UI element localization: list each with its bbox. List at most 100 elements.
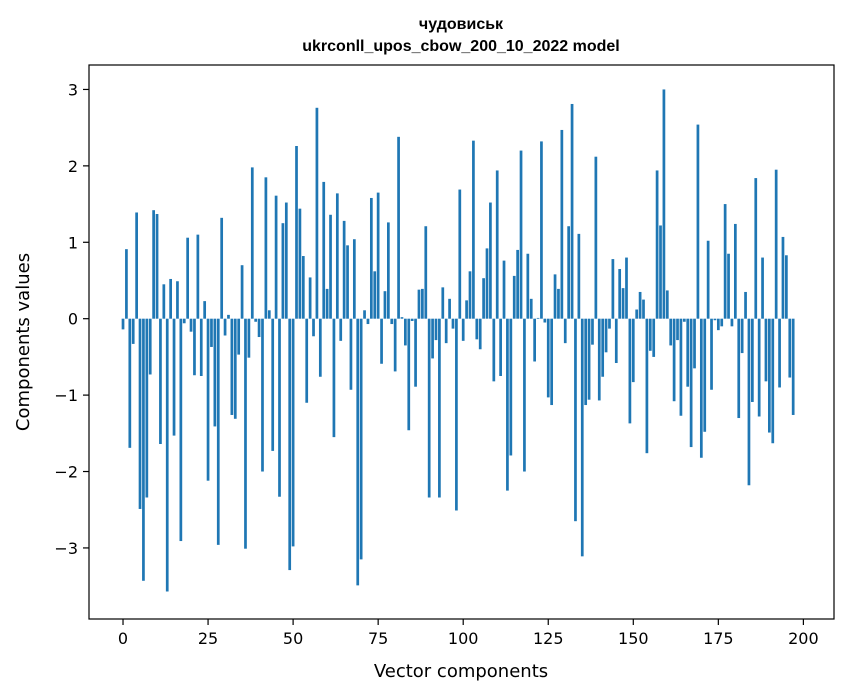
- bar-115: [512, 275, 516, 319]
- bar-10: [155, 214, 159, 319]
- bar-5: [138, 318, 142, 509]
- bar-19: [186, 237, 190, 319]
- bar-171: [703, 318, 707, 432]
- bar-68: [352, 239, 356, 319]
- bar-177: [723, 204, 727, 319]
- bar-130: [563, 318, 567, 344]
- bar-103: [472, 140, 475, 319]
- bar-4: [135, 212, 138, 319]
- bar-8: [148, 318, 152, 375]
- bar-175: [716, 318, 720, 331]
- bar-88: [421, 288, 424, 319]
- bar-111: [499, 318, 502, 376]
- bar-128: [557, 288, 560, 319]
- bar-155: [648, 318, 652, 351]
- bar-29: [220, 217, 224, 319]
- bar-77: [383, 291, 387, 319]
- bar-157: [655, 170, 659, 319]
- bar-101: [465, 300, 468, 319]
- bar-185: [751, 318, 754, 402]
- bar-109: [492, 318, 496, 382]
- x-tick-label: 100: [448, 629, 479, 648]
- y-tick-label: −3: [54, 539, 78, 558]
- bar-126: [550, 318, 554, 406]
- bar-66: [346, 245, 349, 319]
- bar-112: [502, 260, 506, 319]
- bar-93: [438, 318, 441, 498]
- bar-98: [455, 318, 458, 511]
- bar-58: [318, 318, 322, 377]
- bar-79: [390, 318, 394, 325]
- bar-32: [230, 318, 234, 415]
- bar-194: [781, 236, 785, 319]
- x-tick-label: 150: [618, 629, 649, 648]
- bar-31: [227, 314, 230, 319]
- bar-16: [176, 281, 179, 319]
- x-axis-ticks: 0 25 50 75 100 125 150 175 200: [118, 619, 819, 648]
- bar-127: [553, 274, 557, 319]
- bar-178: [727, 253, 730, 319]
- bar-113: [506, 318, 509, 491]
- bar-2: [128, 318, 132, 448]
- bar-59: [322, 181, 326, 319]
- bar-189: [764, 318, 768, 382]
- bar-179: [730, 318, 734, 327]
- bar-23: [199, 318, 203, 376]
- bar-38: [250, 167, 254, 319]
- bar-140: [597, 318, 601, 401]
- bar-139: [594, 156, 598, 319]
- bar-169: [696, 124, 700, 319]
- bar-37: [247, 318, 251, 358]
- bar-166: [686, 318, 690, 387]
- bar-120: [529, 298, 533, 319]
- bar-11: [159, 318, 162, 445]
- chart-title-line1: чудовиськ: [419, 16, 504, 33]
- bar-156: [652, 318, 656, 357]
- bar-145: [614, 318, 618, 364]
- bar-187: [757, 318, 761, 417]
- bar-86: [414, 318, 417, 387]
- y-axis-label: Components values: [13, 253, 34, 431]
- bar-85: [410, 318, 414, 321]
- bar-147: [621, 288, 625, 319]
- bar-116: [516, 249, 519, 319]
- bar-64: [339, 318, 343, 341]
- bar-62: [332, 318, 336, 438]
- bar-90: [427, 318, 431, 498]
- bar-135: [580, 318, 584, 557]
- bar-144: [611, 259, 615, 319]
- bar-148: [625, 257, 628, 319]
- bar-89: [424, 226, 428, 319]
- bar-18: [182, 318, 186, 324]
- y-tick-label: −1: [54, 386, 78, 405]
- bar-136: [584, 318, 588, 406]
- bar-36: [244, 318, 247, 549]
- bar-51: [295, 146, 298, 319]
- bar-186: [754, 178, 758, 319]
- bar-26: [210, 318, 213, 347]
- bar-123: [540, 141, 543, 319]
- bar-141: [601, 318, 605, 377]
- bar-50: [291, 318, 295, 547]
- bar-80: [393, 318, 397, 372]
- bar-21: [193, 318, 196, 376]
- bar-63: [335, 193, 339, 319]
- bar-162: [672, 318, 676, 402]
- bar-96: [448, 298, 451, 319]
- bar-48: [284, 202, 288, 319]
- bar-30: [223, 318, 227, 336]
- y-tick-label: 0: [68, 310, 78, 329]
- bar-20: [189, 318, 193, 332]
- x-tick-label: 75: [368, 629, 388, 648]
- y-tick-label: 3: [68, 80, 78, 99]
- bar-106: [482, 278, 485, 319]
- bar-84: [407, 318, 411, 431]
- bar-28: [216, 318, 220, 545]
- bar-164: [679, 318, 683, 416]
- bar-43: [267, 310, 271, 319]
- bar-180: [733, 223, 737, 319]
- bar-53: [301, 256, 305, 319]
- bar-132: [570, 103, 574, 319]
- bar-60: [325, 288, 329, 319]
